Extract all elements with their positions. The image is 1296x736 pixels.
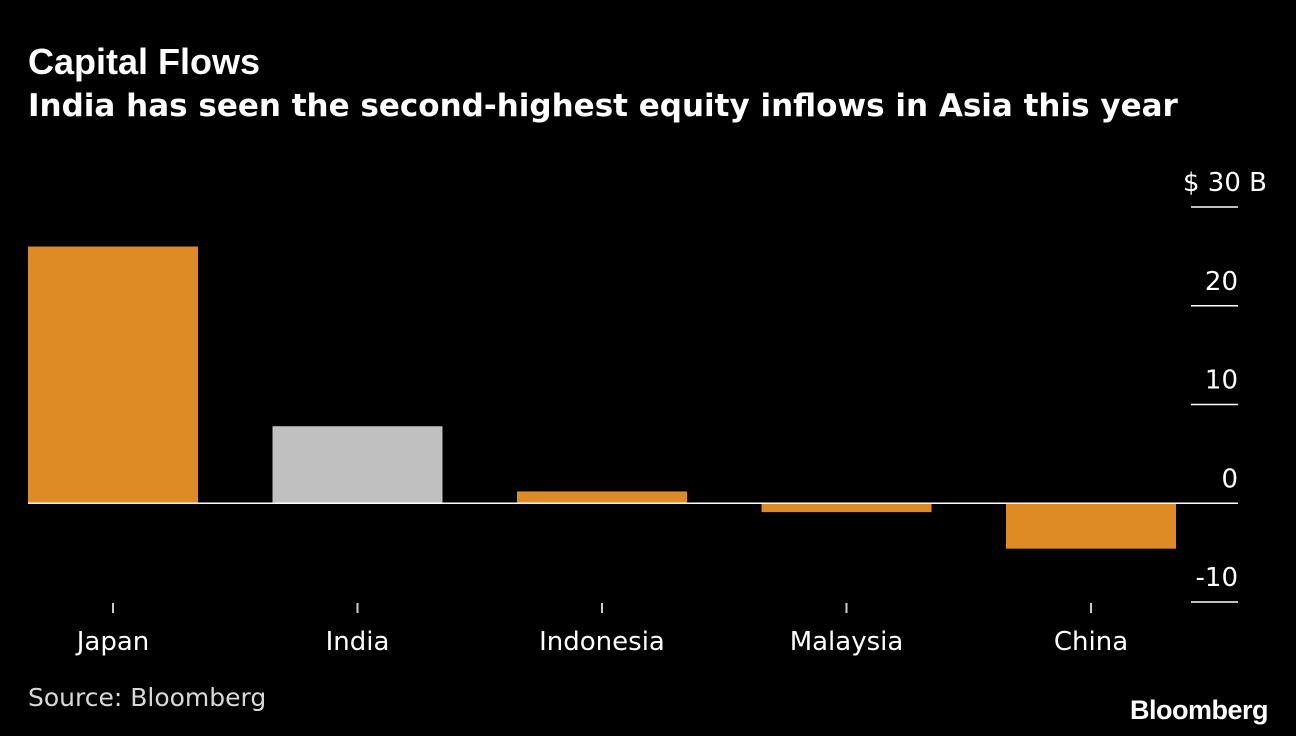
chart-title: Capital Flows xyxy=(28,41,261,82)
x-tick-label-china: China xyxy=(1054,627,1128,657)
bar-china xyxy=(1006,503,1176,549)
chart-subtitle: India has seen the second-highest equity… xyxy=(28,88,1178,124)
x-axis: Japan India Indonesia Malaysia China xyxy=(75,603,1128,657)
y-tick-label-2: 10 xyxy=(1205,366,1238,396)
y-axis: -10 0 10 20 $ 30 B xyxy=(1183,168,1267,603)
bar-india xyxy=(272,426,443,504)
x-tick-label-india: India xyxy=(326,627,390,657)
bar-japan xyxy=(28,246,198,504)
source-note: Source: Bloomberg xyxy=(28,683,267,712)
y-tick-label-0: -10 xyxy=(1196,563,1238,593)
x-tick-label-malaysia: Malaysia xyxy=(790,627,904,657)
y-tick-label-4: $ 30 B xyxy=(1183,168,1267,198)
x-tick-label-indonesia: Indonesia xyxy=(539,627,665,657)
bloomberg-logo: Bloomberg xyxy=(1129,695,1269,725)
y-tick-label-1: 0 xyxy=(1221,464,1238,494)
bar-malaysia xyxy=(761,503,932,513)
bar-indonesia xyxy=(517,491,687,504)
x-tick-label-japan: Japan xyxy=(75,627,150,657)
bars-group xyxy=(28,246,1176,549)
y-tick-label-3: 20 xyxy=(1205,267,1238,297)
